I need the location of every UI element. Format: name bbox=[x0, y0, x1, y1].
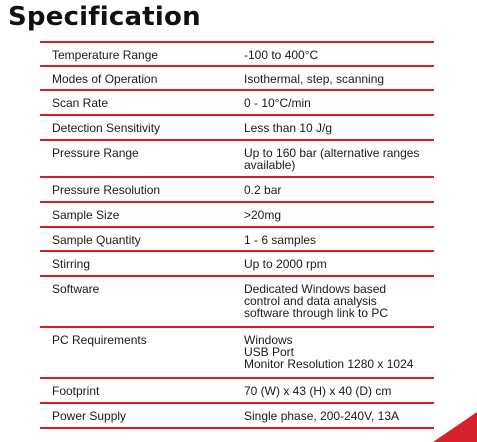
table-row-pressure-range: Pressure Range Up to 160 bar (alternativ… bbox=[40, 141, 434, 178]
table-row-sample-size: Sample Size >20mg bbox=[40, 203, 434, 228]
row-label: Stirring bbox=[52, 257, 91, 271]
row-value: >20mg bbox=[244, 208, 282, 222]
row-label: Power Supply bbox=[52, 409, 127, 423]
row-label: Sample Size bbox=[52, 208, 120, 222]
row-label: PC Requirements bbox=[52, 333, 147, 347]
row-value: -100 to 400°C bbox=[244, 48, 319, 62]
row-label: Temperature Range bbox=[52, 48, 159, 62]
table-row-pc-requirements: PC Requirements Windows USB Port Monitor… bbox=[40, 328, 434, 379]
table-row-software: Software Dedicated Windows based control… bbox=[40, 277, 434, 328]
table-row-detection-sensitivity: Detection Sensitivity Less than 10 J/g bbox=[40, 116, 434, 141]
table-row-sample-quantity: Sample Quantity 1 - 6 samples bbox=[40, 228, 434, 252]
row-value: Windows USB Port Monitor Resolution 1280… bbox=[244, 333, 414, 371]
row-value: Less than 10 J/g bbox=[244, 121, 333, 135]
specification-table: Temperature Range -100 to 400°C Modes of… bbox=[40, 41, 434, 429]
table-row-stirring: Stirring Up to 2000 rpm bbox=[40, 252, 434, 277]
row-label: Modes of Operation bbox=[52, 72, 158, 86]
row-value: Up to 2000 rpm bbox=[244, 257, 327, 271]
row-label: Detection Sensitivity bbox=[52, 121, 161, 135]
row-label: Software bbox=[52, 282, 100, 296]
row-label: Footprint bbox=[52, 384, 100, 398]
row-value: Isothermal, step, scanning bbox=[244, 72, 385, 86]
table-row-footprint: Footprint 70 (W) x 43 (H) x 40 (D) cm bbox=[40, 379, 434, 404]
table-row-scan-rate: Scan Rate 0 - 10°C/min bbox=[40, 91, 434, 116]
row-value: 70 (W) x 43 (H) x 40 (D) cm bbox=[244, 384, 392, 398]
row-value: Up to 160 bar (alternative ranges availa… bbox=[244, 146, 420, 172]
table-row-temperature-range: Temperature Range -100 to 400°C bbox=[40, 43, 434, 67]
row-label: Sample Quantity bbox=[52, 233, 141, 247]
corner-accent-triangle bbox=[433, 412, 477, 442]
row-value: Single phase, 200-240V, 13A bbox=[244, 409, 400, 423]
row-label: Scan Rate bbox=[52, 96, 109, 110]
table-row-power-supply: Power Supply Single phase, 200-240V, 13A bbox=[40, 404, 434, 429]
table-row-modes-of-operation: Modes of Operation Isothermal, step, sca… bbox=[40, 67, 434, 91]
row-value: 0.2 bar bbox=[244, 183, 282, 197]
table-top-rule bbox=[40, 41, 434, 43]
page-title: Specification bbox=[8, 2, 201, 32]
row-label: Pressure Range bbox=[52, 146, 139, 160]
row-label: Pressure Resolution bbox=[52, 183, 161, 197]
row-value: 1 - 6 samples bbox=[244, 233, 317, 247]
table-row-pressure-resolution: Pressure Resolution 0.2 bar bbox=[40, 178, 434, 203]
row-value: Dedicated Windows based control and data… bbox=[244, 282, 389, 320]
row-value: 0 - 10°C/min bbox=[244, 96, 311, 110]
